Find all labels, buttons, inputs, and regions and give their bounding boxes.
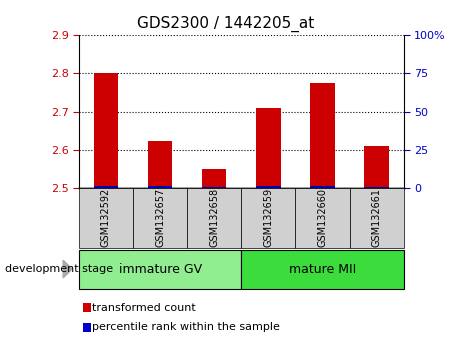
Text: GSM132657: GSM132657 (155, 188, 165, 247)
Bar (148, 187, 172, 188)
Bar (256, 187, 281, 188)
Text: transformed count: transformed count (92, 303, 196, 313)
Text: development stage: development stage (5, 264, 113, 274)
Bar (310, 83, 335, 188)
Text: GSM132592: GSM132592 (101, 188, 111, 247)
Text: GSM132659: GSM132659 (263, 188, 273, 247)
Bar (202, 169, 226, 188)
Bar (202, 187, 226, 188)
Bar (94, 74, 118, 188)
Text: GDS2300 / 1442205_at: GDS2300 / 1442205_at (137, 16, 314, 32)
Bar (364, 187, 389, 188)
Text: GSM132660: GSM132660 (318, 188, 327, 247)
Text: percentile rank within the sample: percentile rank within the sample (92, 322, 281, 332)
Text: GSM132658: GSM132658 (209, 188, 219, 247)
Text: mature MII: mature MII (289, 263, 356, 275)
Polygon shape (63, 260, 72, 278)
Text: immature GV: immature GV (119, 263, 202, 275)
Text: GSM132661: GSM132661 (372, 188, 382, 247)
Bar (94, 187, 118, 188)
Bar (364, 146, 389, 188)
Bar (148, 141, 172, 188)
Bar (310, 187, 335, 188)
Bar (256, 108, 281, 188)
